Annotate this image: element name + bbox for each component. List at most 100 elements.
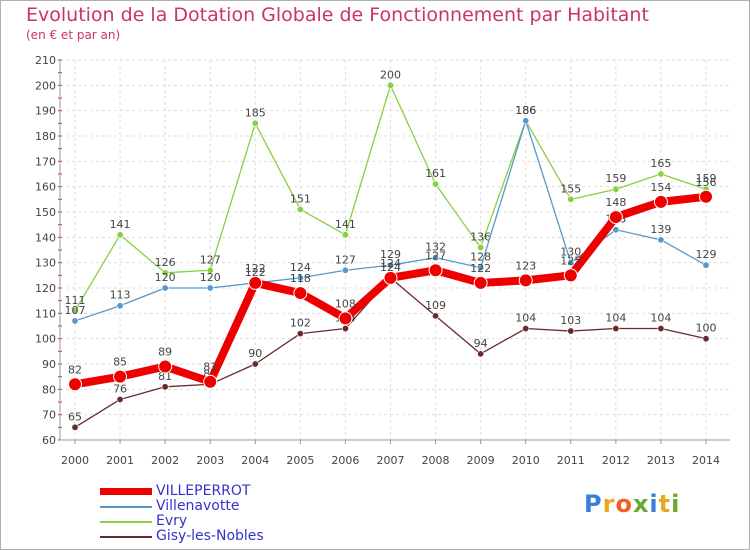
data-label-evry: 159: [605, 172, 626, 185]
data-label-evry: 200: [380, 68, 401, 81]
data-label-villenavotte: 186: [515, 104, 536, 117]
data-point-villenavotte: [161, 284, 169, 292]
x-tick-label: 2010: [512, 454, 540, 467]
data-point-gisy-les-nobles: [161, 383, 169, 391]
data-label-villeperrot: 122: [470, 262, 491, 275]
data-point-evry: [296, 205, 304, 213]
x-tick-label: 2012: [602, 454, 630, 467]
data-point-villenavotte: [296, 274, 304, 282]
legend-swatch-evry: [100, 521, 152, 523]
data-point-gisy-les-nobles: [296, 330, 304, 338]
x-tick-label: 2005: [286, 454, 314, 467]
data-label-gisy-les-nobles: 104: [650, 312, 671, 325]
y-tick-label: 140: [35, 231, 56, 244]
data-label-gisy-les-nobles: 103: [560, 314, 581, 327]
data-label-evry: 165: [650, 157, 671, 170]
data-point-villeperrot: [518, 273, 533, 288]
data-label-evry: 186: [515, 104, 536, 117]
data-point-evry: [161, 269, 169, 277]
data-point-villeperrot: [68, 377, 82, 392]
data-point-villeperrot: [563, 268, 578, 283]
y-tick-label: 130: [35, 257, 56, 270]
y-tick-label: 190: [35, 105, 56, 118]
data-label-gisy-les-nobles: 81: [158, 370, 172, 383]
data-point-villenavotte: [702, 261, 710, 269]
data-label-evry: 151: [290, 192, 311, 205]
logo-letter: t: [658, 490, 672, 518]
data-label-villeperrot: 156: [696, 176, 717, 189]
data-point-evry: [341, 231, 349, 239]
data-point-gisy-les-nobles: [116, 395, 124, 403]
data-label-gisy-les-nobles: 76: [113, 382, 127, 395]
data-point-villenavotte: [477, 264, 485, 272]
data-point-gisy-les-nobles: [567, 327, 575, 335]
data-label-villenavotte: 139: [650, 223, 671, 236]
data-point-evry: [657, 170, 665, 178]
data-point-evry: [567, 195, 575, 203]
legend-label: Gisy-les-Nobles: [156, 528, 264, 544]
data-point-gisy-les-nobles: [657, 325, 665, 333]
data-point-villenavotte: [432, 254, 440, 262]
data-label-villeperrot: 83: [203, 361, 217, 374]
legend-item-villeperrot: VILLEPERROT: [100, 483, 320, 499]
data-point-gisy-les-nobles: [612, 325, 620, 333]
data-point-villeperrot: [158, 359, 173, 374]
data-point-villeperrot: [248, 275, 263, 290]
data-point-villenavotte: [567, 259, 575, 267]
data-point-evry: [116, 231, 124, 239]
data-point-gisy-les-nobles: [432, 312, 440, 320]
data-point-villeperrot: [383, 270, 398, 285]
data-label-gisy-les-nobles: 65: [68, 410, 82, 423]
y-tick-label: 110: [35, 307, 56, 320]
x-tick-label: 2008: [422, 454, 450, 467]
y-tick-label: 210: [35, 54, 56, 67]
legend-swatch-villenavotte: [100, 506, 152, 508]
data-point-villenavotte: [71, 317, 79, 325]
logo-letter: x: [632, 490, 650, 518]
y-tick-label: 170: [35, 155, 56, 168]
y-tick-label: 180: [35, 130, 56, 143]
x-tick-label: 2009: [467, 454, 495, 467]
y-tick-label: 100: [35, 333, 56, 346]
data-label-villeperrot: 148: [605, 196, 626, 209]
data-label-evry: 141: [110, 218, 131, 231]
data-label-evry: 141: [335, 218, 356, 231]
data-point-villeperrot: [473, 275, 488, 290]
data-point-evry: [612, 185, 620, 193]
data-label-gisy-les-nobles: 104: [515, 312, 536, 325]
data-label-gisy-les-nobles: 90: [248, 347, 262, 360]
data-point-villenavotte: [206, 284, 214, 292]
data-label-villeperrot: 127: [425, 249, 446, 262]
data-label-gisy-les-nobles: 94: [474, 337, 488, 350]
data-label-evry: 126: [155, 256, 176, 269]
data-label-villenavotte: 128: [470, 251, 491, 264]
data-label-villeperrot: 124: [380, 257, 401, 270]
y-tick-label: 150: [35, 206, 56, 219]
data-label-villenavotte: 129: [696, 248, 717, 261]
logo-letter: P: [584, 490, 603, 518]
data-label-villenavotte: 113: [110, 289, 131, 302]
y-tick-label: 60: [42, 434, 56, 447]
x-tick-label: 2002: [151, 454, 179, 467]
logo-letter: o: [615, 490, 633, 518]
data-point-villeperrot: [113, 369, 128, 384]
data-label-evry: 161: [425, 167, 446, 180]
data-label-villeperrot: 154: [650, 181, 671, 194]
y-tick-label: 120: [35, 282, 56, 295]
data-point-villenavotte: [341, 266, 349, 274]
data-label-villenavotte: 122: [245, 266, 266, 279]
data-label-villenavotte: 132: [425, 241, 446, 254]
legend-label: Evry: [156, 513, 188, 529]
y-tick-label: 90: [42, 358, 56, 371]
legend-label: VILLEPERROT: [156, 483, 251, 499]
chart-title: Evolution de la Dotation Globale de Fonc…: [26, 4, 649, 26]
data-point-gisy-les-nobles: [251, 360, 259, 368]
data-label-evry: 155: [560, 182, 581, 195]
data-label-villenavotte: 107: [65, 304, 86, 317]
data-point-evry: [432, 180, 440, 188]
x-tick-label: 2000: [61, 454, 89, 467]
data-label-gisy-les-nobles: 104: [605, 312, 626, 325]
data-label-villeperrot: 125: [560, 254, 581, 267]
data-label-villeperrot: 82: [68, 363, 82, 376]
